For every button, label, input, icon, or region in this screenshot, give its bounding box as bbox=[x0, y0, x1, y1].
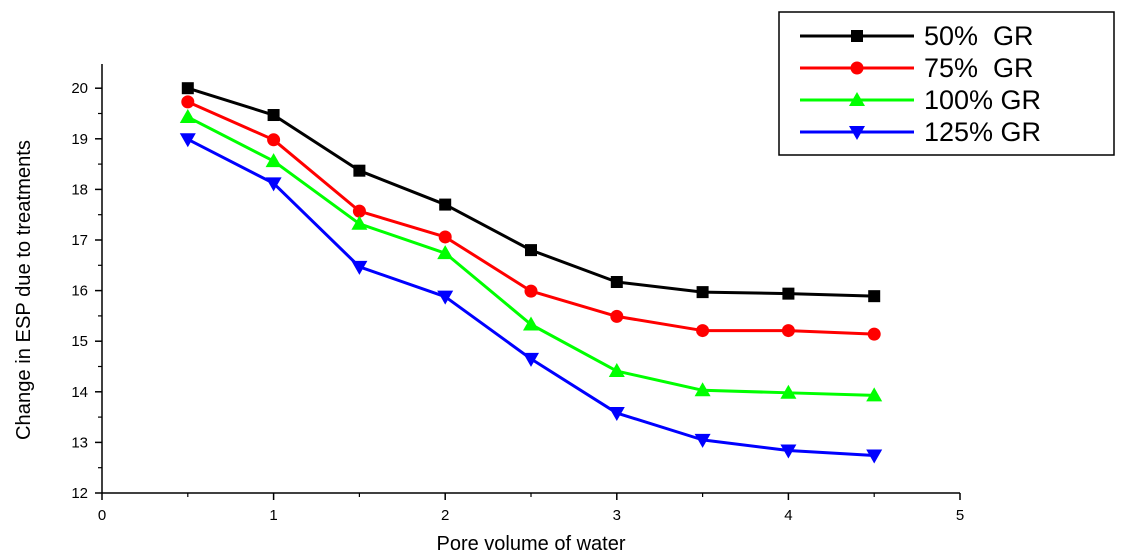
y-tick-label: 14 bbox=[71, 384, 88, 401]
data-point bbox=[868, 290, 881, 303]
data-point bbox=[438, 230, 452, 244]
data-point bbox=[267, 109, 280, 122]
series-line bbox=[187, 86, 875, 298]
data-point bbox=[437, 290, 454, 305]
data-point bbox=[352, 204, 366, 218]
data-point bbox=[267, 133, 281, 147]
data-point bbox=[866, 387, 883, 402]
series-4 bbox=[179, 133, 883, 464]
data-point bbox=[608, 363, 625, 378]
legend-marker bbox=[850, 61, 864, 75]
y-tick-label: 18 bbox=[71, 181, 88, 198]
y-tick-label: 15 bbox=[71, 333, 88, 350]
data-point bbox=[610, 275, 623, 288]
data-point bbox=[523, 352, 539, 367]
legend-label: 100% GR bbox=[924, 85, 1041, 115]
data-point bbox=[866, 449, 883, 464]
data-point bbox=[694, 433, 711, 448]
legend-marker bbox=[849, 126, 865, 140]
y-tick-label: 12 bbox=[71, 485, 88, 502]
x-tick-label: 3 bbox=[613, 507, 621, 524]
data-point bbox=[353, 164, 366, 177]
y-tick-label: 19 bbox=[71, 131, 88, 148]
data-point bbox=[867, 327, 881, 341]
series-3 bbox=[179, 109, 883, 402]
legend-marker bbox=[851, 30, 863, 42]
series-1 bbox=[181, 82, 881, 303]
legend-item: 50% GR bbox=[800, 21, 1034, 51]
data-point bbox=[439, 198, 452, 211]
data-point bbox=[181, 82, 194, 95]
data-point bbox=[694, 382, 711, 397]
legend-label: 125% GR bbox=[924, 117, 1041, 147]
legend-label: 75% GR bbox=[924, 53, 1034, 83]
x-tick-label: 1 bbox=[269, 507, 277, 524]
legend-marker bbox=[849, 92, 865, 106]
legend-item: 125% GR bbox=[800, 117, 1041, 147]
data-point bbox=[780, 384, 797, 399]
x-axis-title: Pore volume of water bbox=[437, 533, 626, 555]
data-point bbox=[524, 284, 538, 298]
data-point bbox=[351, 215, 368, 230]
y-tick-label: 20 bbox=[71, 80, 88, 97]
legend-item: 75% GR bbox=[800, 53, 1034, 83]
data-point bbox=[696, 324, 710, 338]
y-tick-label: 17 bbox=[71, 232, 88, 249]
data-point bbox=[265, 153, 282, 168]
series-line bbox=[187, 100, 875, 336]
data-point bbox=[437, 245, 454, 260]
data-point bbox=[610, 309, 624, 323]
data-point bbox=[179, 133, 196, 148]
data-point bbox=[608, 407, 625, 422]
data-point bbox=[179, 109, 196, 124]
y-tick-label: 13 bbox=[71, 434, 88, 451]
data-point bbox=[696, 286, 709, 299]
data-point bbox=[782, 287, 795, 300]
data-point bbox=[265, 177, 282, 192]
data-point bbox=[181, 95, 195, 109]
x-tick-label: 5 bbox=[956, 507, 964, 524]
x-tick-label: 0 bbox=[98, 507, 106, 524]
series-2 bbox=[181, 95, 881, 341]
y-tick-label: 16 bbox=[71, 283, 88, 300]
y-axis-title: Change in ESP due to treatments bbox=[13, 140, 35, 440]
x-tick-label: 2 bbox=[441, 507, 449, 524]
legend-item: 100% GR bbox=[800, 85, 1041, 115]
data-point bbox=[523, 316, 539, 331]
data-point bbox=[780, 444, 797, 459]
data-point bbox=[351, 260, 368, 275]
series-layer bbox=[179, 82, 883, 464]
data-point bbox=[781, 324, 795, 338]
legend-label: 50% GR bbox=[924, 21, 1034, 51]
data-point bbox=[525, 244, 537, 257]
x-tick-label: 4 bbox=[784, 507, 792, 524]
